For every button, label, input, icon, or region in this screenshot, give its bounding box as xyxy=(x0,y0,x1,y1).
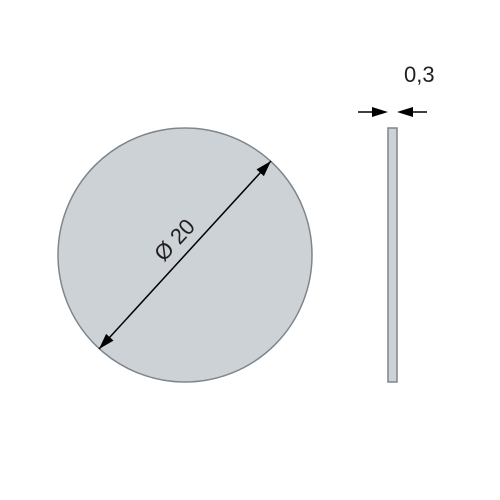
thickness-label: 0,3 xyxy=(404,62,435,87)
disc-side-view xyxy=(388,128,397,382)
